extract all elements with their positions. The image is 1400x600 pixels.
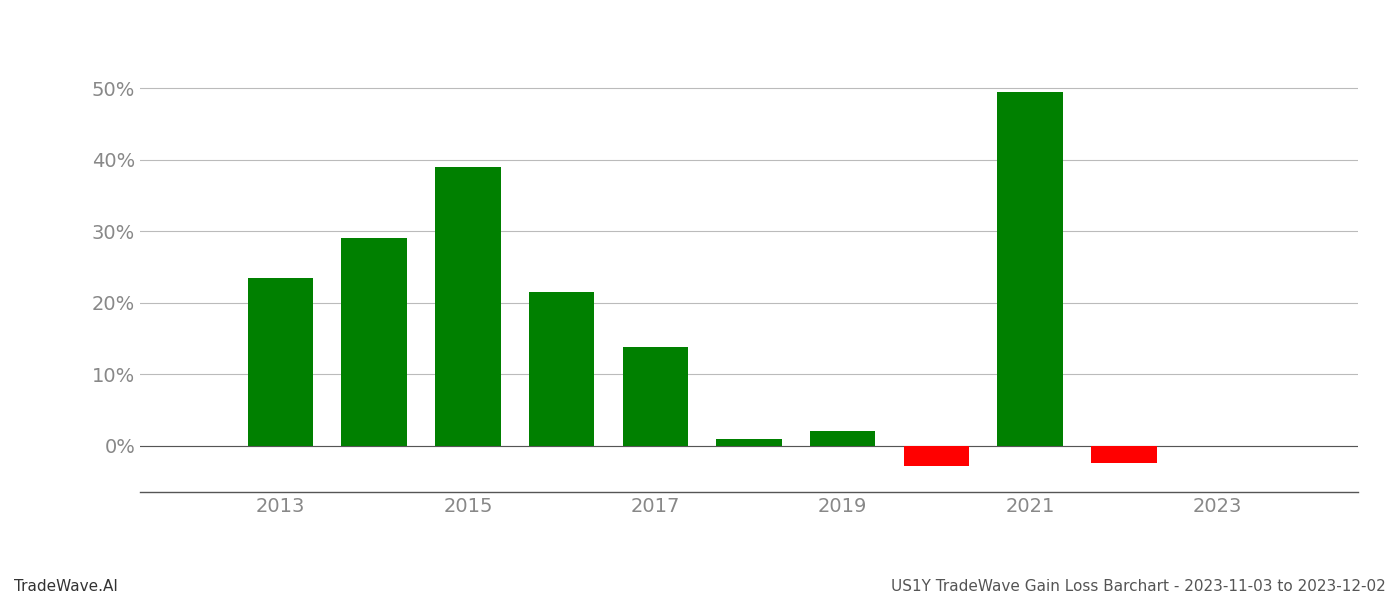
Bar [529, 292, 595, 446]
Bar [248, 278, 314, 446]
Bar [811, 431, 875, 446]
Bar [342, 238, 407, 446]
Bar [623, 347, 689, 446]
Text: US1Y TradeWave Gain Loss Barchart - 2023-11-03 to 2023-12-02: US1Y TradeWave Gain Loss Barchart - 2023… [892, 579, 1386, 594]
Bar [903, 446, 969, 466]
Bar [717, 439, 781, 446]
Bar [997, 92, 1063, 446]
Bar [435, 167, 501, 446]
Bar [1091, 446, 1156, 463]
Text: TradeWave.AI: TradeWave.AI [14, 579, 118, 594]
